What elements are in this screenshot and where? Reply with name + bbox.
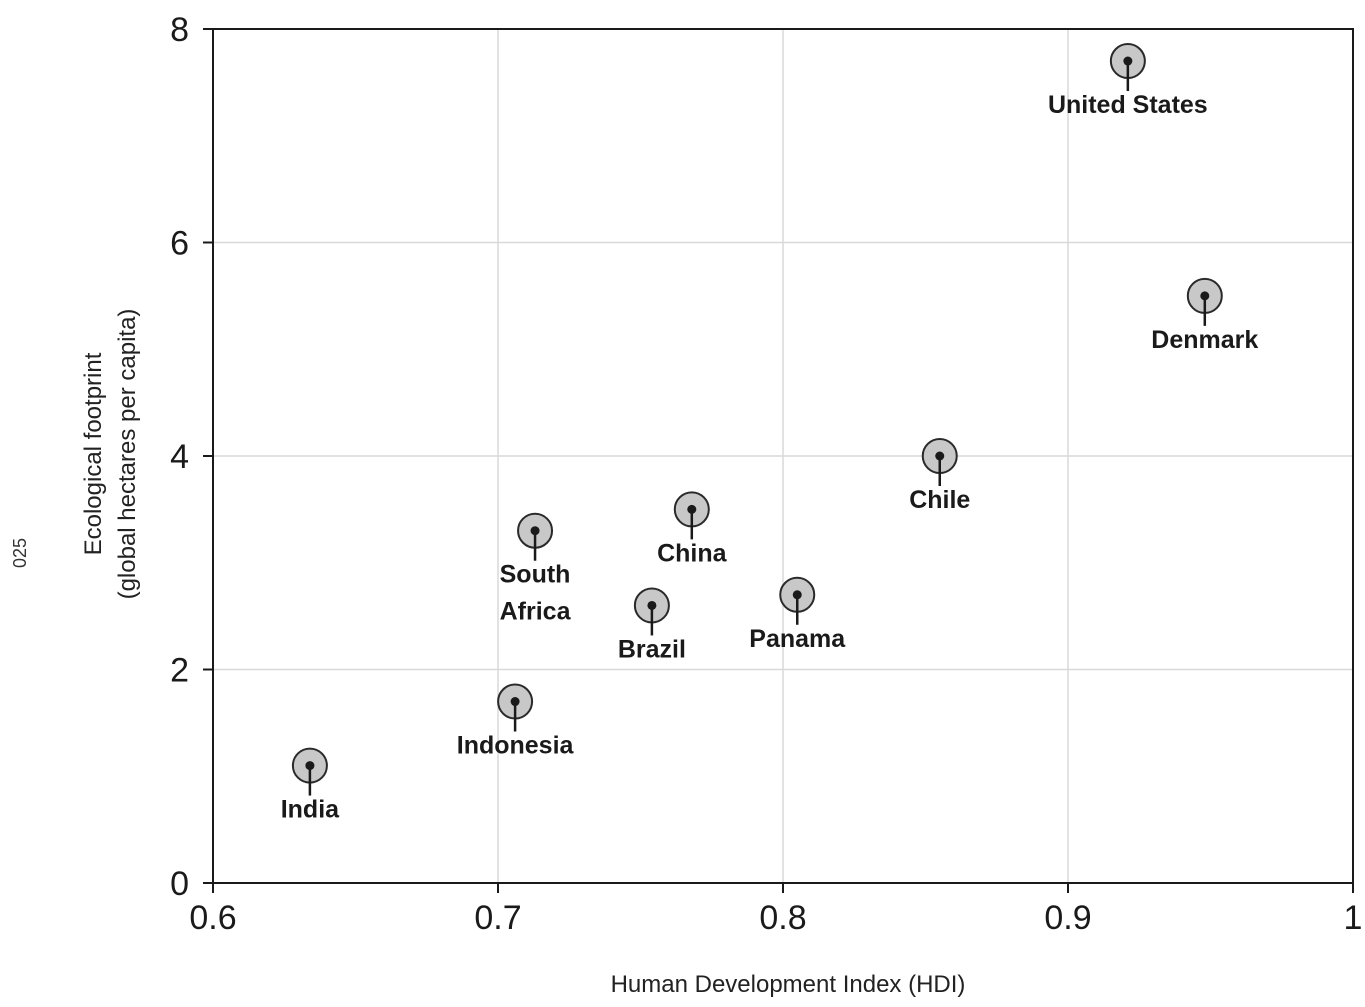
data-point: Indonesia [457, 683, 575, 760]
data-point: China [657, 491, 728, 567]
data-point-label-line: China [657, 539, 728, 567]
y-tick-label: 6 [170, 225, 189, 263]
data-point-center [687, 504, 697, 514]
data-point-center [647, 600, 657, 610]
data-point-center [792, 590, 802, 600]
x-tick-label: 0.9 [1044, 899, 1091, 937]
x-tick-label: 0.7 [474, 899, 521, 937]
x-axis-title: Human Development Index (HDI) [611, 971, 966, 998]
x-tick-label: 1 [1344, 899, 1363, 937]
data-point: Panama [749, 576, 846, 653]
data-point: Brazil [618, 587, 686, 663]
y-axis-title-line1: Ecological footprint [80, 352, 107, 555]
data-point-label-line: Panama [749, 625, 846, 653]
x-tick-label: 0.8 [759, 899, 806, 937]
data-point-label: Brazil [618, 635, 686, 663]
side-code-label: 025 [10, 538, 30, 568]
data-point: United States [1048, 43, 1208, 119]
data-point-center [1200, 291, 1210, 301]
y-tick-label: 4 [170, 438, 189, 476]
data-point-label: China [657, 539, 728, 567]
data-point-label-line: Indonesia [457, 732, 575, 760]
data-points: India Indonesia South Africa Brazil China Pana… [281, 43, 1258, 824]
y-tick-label: 0 [170, 865, 189, 903]
data-point-label: Panama [749, 625, 846, 653]
data-point-label: Denmark [1151, 326, 1258, 354]
y-axis-title-line2: (global hectares per capita) [114, 309, 141, 600]
grid-lines [213, 29, 1353, 883]
data-point-label-line: Chile [909, 486, 970, 514]
data-point-label-line: Africa [500, 598, 572, 626]
data-point-center [510, 697, 520, 707]
y-tick-label: 2 [170, 652, 189, 690]
data-point-label: United States [1048, 91, 1208, 119]
data-point: Chile [909, 438, 970, 514]
data-point: India [281, 747, 340, 824]
data-point-label-line: Denmark [1151, 326, 1258, 354]
axis-ticks: 0.6 0.7 0.8 0.9 1 0 2 4 6 8 [170, 11, 1362, 937]
data-point-center [530, 526, 540, 536]
data-point: Denmark [1151, 277, 1258, 354]
data-point-center [935, 451, 945, 461]
data-point-label-line: United States [1048, 91, 1208, 119]
data-point-center [1123, 56, 1133, 66]
x-tick-label: 0.6 [189, 899, 236, 937]
data-point-label-line: India [281, 796, 340, 824]
data-point-label: India [281, 796, 340, 824]
data-point-center [305, 761, 315, 771]
data-point-label: South Africa [500, 561, 572, 626]
data-point: South Africa [500, 512, 572, 626]
data-point-label: Chile [909, 486, 970, 514]
data-point-label-line: Brazil [618, 635, 686, 663]
y-tick-label: 8 [170, 11, 189, 49]
data-point-label-line: South [500, 561, 571, 589]
data-point-label: Indonesia [457, 732, 575, 760]
